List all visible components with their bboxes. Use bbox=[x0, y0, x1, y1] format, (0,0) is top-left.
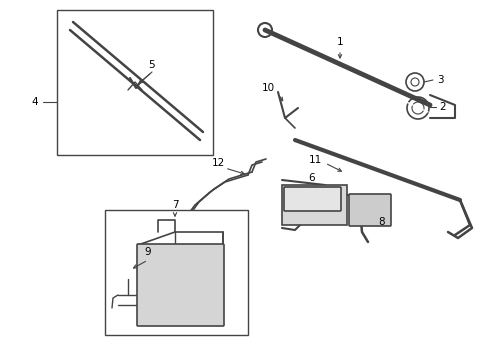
FancyBboxPatch shape bbox=[284, 187, 340, 211]
Text: 12: 12 bbox=[211, 158, 224, 168]
Bar bbox=[282, 185, 346, 225]
Bar bbox=[57, 10, 213, 155]
Text: 3: 3 bbox=[436, 75, 443, 85]
Bar bbox=[105, 210, 247, 335]
FancyBboxPatch shape bbox=[348, 194, 390, 226]
Text: 4: 4 bbox=[32, 97, 38, 107]
Text: 11: 11 bbox=[308, 155, 321, 165]
Text: 1: 1 bbox=[336, 37, 343, 47]
Text: 2: 2 bbox=[439, 102, 446, 112]
Text: 7: 7 bbox=[171, 200, 178, 210]
FancyBboxPatch shape bbox=[137, 244, 224, 326]
Text: 10: 10 bbox=[261, 83, 274, 93]
Text: 5: 5 bbox=[148, 60, 155, 70]
Text: 8: 8 bbox=[378, 217, 385, 227]
Text: 6: 6 bbox=[308, 173, 315, 183]
Circle shape bbox=[293, 194, 302, 202]
Text: 9: 9 bbox=[144, 247, 151, 257]
